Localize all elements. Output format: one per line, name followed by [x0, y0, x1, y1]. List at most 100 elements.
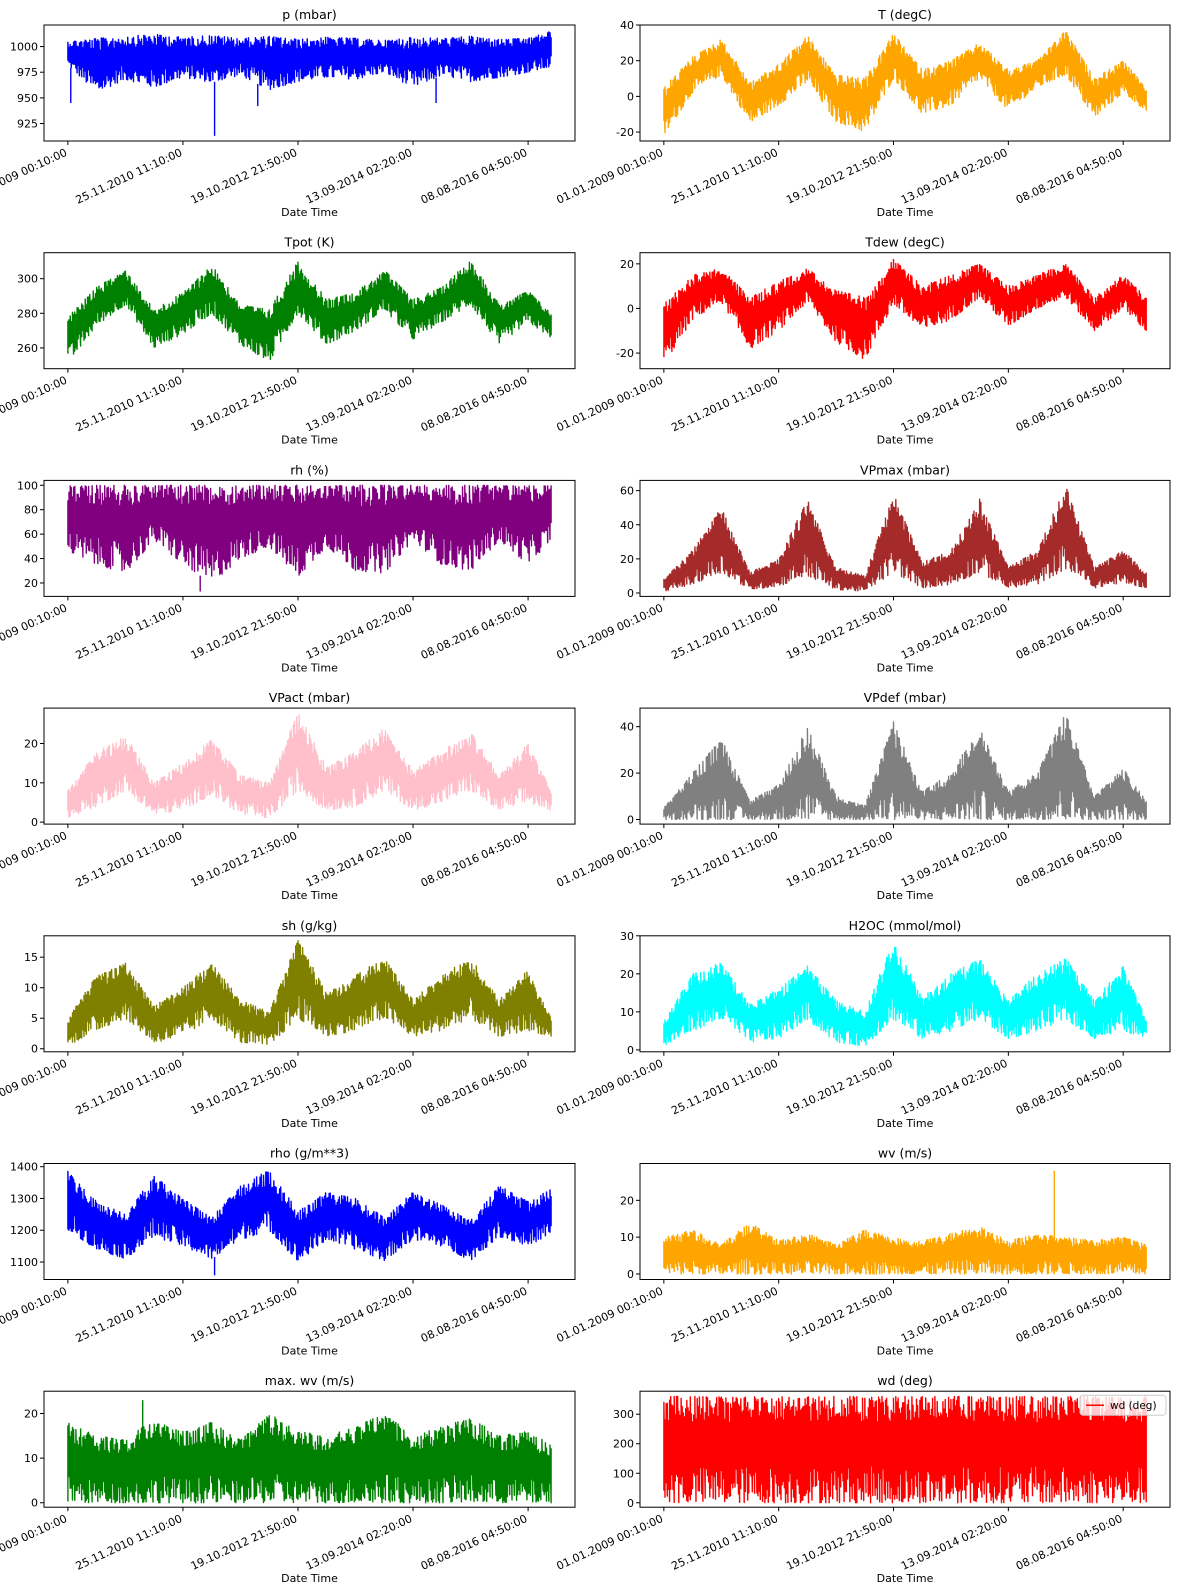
x-tick-label: 01.01.2009 00:10:00: [0, 374, 69, 435]
x-tick-label: 13.09.2014 02:20:00: [304, 146, 415, 207]
y-tick-label: 5: [31, 1012, 38, 1025]
x-tick-label: 01.01.2009 00:10:00: [555, 374, 666, 435]
subplot-3: -20 0 20 01.01.2009 00:10:00 25.11.2010 11:1…: [555, 235, 1171, 447]
axes-frame: [639, 1390, 1171, 1508]
x-tick-label: 13.09.2014 02:20:00: [304, 829, 415, 890]
x-tick-label: 25.11.2010 11:10:00: [74, 1057, 185, 1118]
x-tick-label: 19.10.2012 21:50:00: [189, 601, 300, 662]
x-tick-label: 25.11.2010 11:10:00: [74, 1512, 185, 1573]
y-tick-label: 60: [620, 485, 634, 498]
y-tick-label: 0: [627, 1268, 634, 1281]
x-tick-label: 13.09.2014 02:20:00: [304, 1284, 415, 1345]
x-tick-label: 19.10.2012 21:50:00: [784, 1284, 895, 1345]
x-tick-label: 19.10.2012 21:50:00: [784, 601, 895, 662]
x-tick-label: 08.08.2016 04:50:00: [1014, 374, 1125, 435]
x-tick-label: 25.11.2010 11:10:00: [669, 1057, 780, 1118]
x-tick-label: 08.08.2016 04:50:00: [419, 374, 530, 435]
y-tick-label: 10: [24, 982, 38, 995]
x-tick-label: 25.11.2010 11:10:00: [669, 146, 780, 207]
chart-title: Tdew (degC): [864, 235, 945, 250]
legend-box: [1079, 1394, 1167, 1416]
y-tick-label: 0: [627, 302, 634, 315]
y-tick-label: -20: [616, 126, 634, 139]
x-tick-label: 01.01.2009 00:10:00: [555, 1512, 666, 1573]
axes-frame: [43, 707, 576, 825]
x-tick-label: 08.08.2016 04:50:00: [1014, 146, 1125, 207]
x-tick-label: 01.01.2009 00:10:00: [0, 1284, 69, 1345]
x-tick-label: 08.08.2016 04:50:00: [419, 146, 530, 207]
x-tick-label: 19.10.2012 21:50:00: [784, 829, 895, 890]
axes-frame: [43, 252, 576, 370]
y-tick-label: 200: [613, 1438, 634, 1451]
series-line: [67, 484, 552, 577]
x-tick-label: 25.11.2010 11:10:00: [74, 829, 185, 890]
series-line: [663, 32, 1147, 134]
x-tick-label: 08.08.2016 04:50:00: [1014, 1512, 1125, 1573]
y-tick-label: 1300: [10, 1192, 38, 1205]
x-tick-label: 01.01.2009 00:10:00: [555, 146, 666, 207]
subplot-4: 20 40 60 80 100 01.01.2009 00:10:00 25.11.2010…: [0, 462, 576, 674]
y-tick-label: 0: [31, 1043, 38, 1056]
series-line: [663, 946, 1147, 1046]
subplot-10: 1100 1200 1300 1400 01.01.2009 00:10:00 25.11…: [0, 1146, 576, 1358]
chart-title: H2OC (mmol/mol): [849, 918, 962, 933]
chart-title: rho (g/m**3): [270, 1146, 349, 1161]
y-tick-label: 260: [17, 342, 38, 355]
axes-frame: [43, 24, 576, 142]
subplot-12: 0 10 20 01.01.2009 00:10:00 25.11.2010 11:10…: [0, 1373, 576, 1585]
chart-title: p (mbar): [282, 7, 337, 22]
chart-title: rh (%): [290, 462, 328, 477]
subplot-1: -20 0 20 40 01.01.2009 00:10:00 25.11.2010 11…: [555, 7, 1171, 219]
subplot-7: 0 20 40 01.01.2009 00:10:00 25.11.2010 11:10…: [555, 690, 1171, 902]
series-line: [663, 258, 1147, 359]
y-tick-label: 1100: [10, 1256, 38, 1269]
chart-title: T (degC): [877, 7, 932, 22]
x-tick-label: 19.10.2012 21:50:00: [784, 146, 895, 207]
y-tick-label: 280: [17, 307, 38, 320]
y-tick-label: 30: [620, 930, 634, 943]
x-tick-label: 13.09.2014 02:20:00: [304, 1512, 415, 1573]
x-tick-label: 25.11.2010 11:10:00: [669, 601, 780, 662]
y-tick-label: 925: [17, 118, 38, 131]
x-tick-label: 13.09.2014 02:20:00: [304, 1057, 415, 1118]
series-line: [663, 717, 1147, 821]
series-line: [663, 1395, 1147, 1504]
chart-title: wd (deg): [877, 1373, 932, 1388]
y-tick-label: 1200: [10, 1224, 38, 1237]
y-tick-label: 40: [24, 553, 38, 566]
y-tick-label: 100: [613, 1467, 634, 1480]
x-tick-label: 08.08.2016 04:50:00: [419, 1512, 530, 1573]
y-tick-label: 20: [24, 737, 38, 750]
x-axis-label: Date Time: [281, 889, 338, 902]
y-tick-label: 40: [620, 519, 634, 532]
x-axis-label: Date Time: [877, 1572, 934, 1585]
subplot-8: 0 5 10 15 01.01.2009 00:10:00 25.11.2010 11:1…: [0, 918, 576, 1130]
x-tick-label: 13.09.2014 02:20:00: [304, 601, 415, 662]
axes-frame: [43, 935, 576, 1053]
x-tick-label: 13.09.2014 02:20:00: [899, 374, 1010, 435]
x-tick-label: 19.10.2012 21:50:00: [189, 1284, 300, 1345]
x-axis-label: Date Time: [281, 206, 338, 219]
axes-frame: [639, 935, 1171, 1053]
x-tick-label: 13.09.2014 02:20:00: [899, 1284, 1010, 1345]
y-tick-label: 20: [620, 55, 634, 68]
x-tick-label: 25.11.2010 11:10:00: [669, 829, 780, 890]
x-tick-label: 08.08.2016 04:50:00: [1014, 829, 1125, 890]
y-tick-label: -20: [616, 347, 634, 360]
x-tick-label: 01.01.2009 00:10:00: [555, 829, 666, 890]
x-tick-label: 25.11.2010 11:10:00: [74, 601, 185, 662]
x-tick-label: 13.09.2014 02:20:00: [304, 374, 415, 435]
x-tick-label: 19.10.2012 21:50:00: [189, 1512, 300, 1573]
x-axis-label: Date Time: [281, 661, 338, 674]
x-tick-label: 08.08.2016 04:50:00: [1014, 1057, 1125, 1118]
y-tick-label: 10: [620, 1006, 634, 1019]
x-tick-label: 01.01.2009 00:10:00: [555, 1057, 666, 1118]
x-tick-label: 25.11.2010 11:10:00: [74, 1284, 185, 1345]
x-axis-label: Date Time: [877, 434, 934, 447]
y-tick-label: 15: [24, 951, 38, 964]
x-tick-label: 25.11.2010 11:10:00: [669, 374, 780, 435]
x-tick-label: 01.01.2009 00:10:00: [0, 601, 69, 662]
subplot-5: 0 20 40 60 01.01.2009 00:10:00 25.11.2010 11:…: [555, 462, 1171, 674]
x-axis-label: Date Time: [877, 1117, 934, 1130]
x-axis-label: Date Time: [877, 206, 934, 219]
